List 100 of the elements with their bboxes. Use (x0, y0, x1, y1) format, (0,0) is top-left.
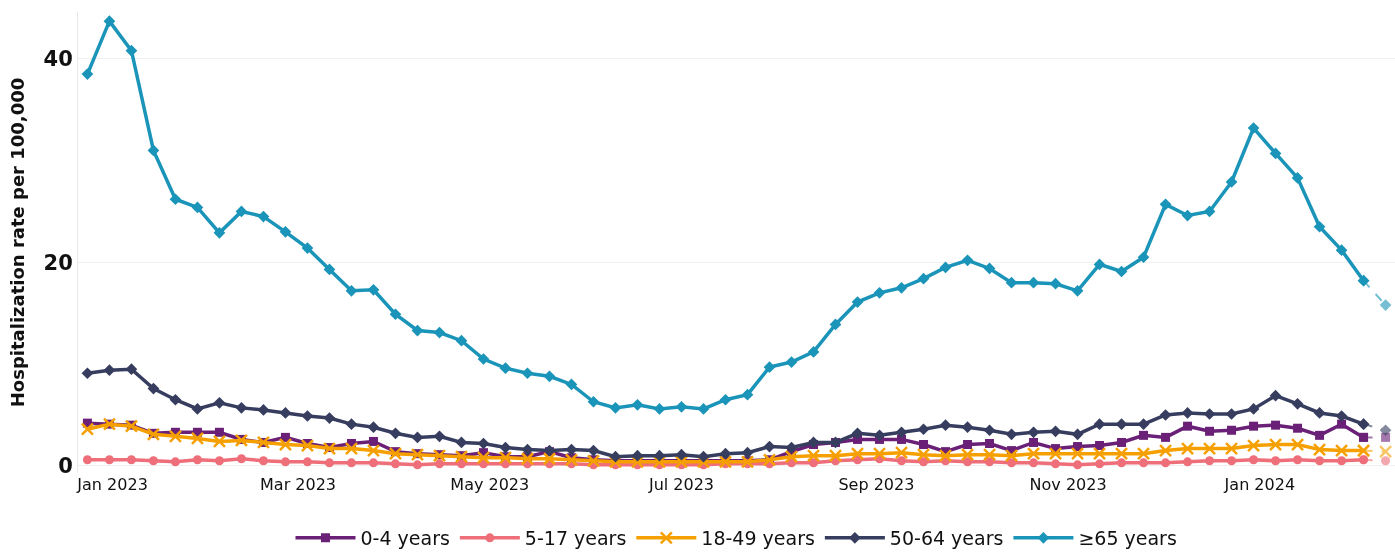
point (741, 446, 754, 459)
point (367, 421, 380, 434)
point (985, 457, 995, 467)
point (1092, 446, 1107, 461)
point (324, 458, 334, 468)
point (1158, 443, 1173, 458)
point (1334, 443, 1349, 458)
point (1335, 244, 1348, 256)
point (1249, 455, 1259, 465)
point (675, 401, 688, 413)
point (829, 318, 842, 331)
point (806, 448, 821, 463)
point (939, 261, 952, 274)
point (917, 423, 930, 436)
point (1271, 420, 1281, 430)
point (785, 356, 798, 368)
point (146, 427, 161, 442)
point (675, 448, 688, 461)
point (828, 448, 843, 463)
point (389, 427, 402, 440)
point (1137, 251, 1150, 264)
point (191, 201, 204, 214)
point (1312, 442, 1327, 457)
point (1159, 409, 1172, 421)
point (809, 458, 819, 468)
point (543, 370, 556, 383)
point (257, 404, 270, 416)
point (1114, 446, 1129, 461)
point (961, 421, 974, 434)
point (1073, 460, 1083, 470)
point (1181, 209, 1194, 222)
point (300, 438, 315, 453)
x-tick-label: Jul 2023 (647, 475, 715, 494)
point (499, 362, 512, 375)
point (1071, 284, 1084, 297)
point (1269, 389, 1282, 402)
point (1271, 456, 1281, 466)
point (213, 396, 226, 409)
point (631, 398, 644, 411)
point (390, 459, 400, 469)
point (147, 144, 160, 157)
point (1048, 446, 1063, 461)
point (169, 193, 182, 206)
point (1004, 448, 1019, 463)
point (873, 287, 886, 299)
point (1117, 458, 1127, 468)
point (1007, 458, 1017, 468)
point (170, 457, 180, 467)
point (455, 334, 468, 347)
legend-label: 5-17 years (524, 527, 627, 550)
point (919, 440, 929, 450)
point (1227, 425, 1237, 435)
point (1337, 419, 1347, 429)
point (1246, 438, 1261, 453)
point (257, 210, 270, 223)
point (919, 457, 929, 467)
point (1227, 456, 1237, 466)
point (851, 296, 864, 308)
point (368, 458, 378, 468)
point (741, 388, 754, 401)
point (961, 254, 974, 267)
point (433, 326, 446, 339)
point (1291, 172, 1304, 184)
point (344, 441, 359, 456)
point (1095, 459, 1105, 469)
point (81, 68, 94, 80)
point (1337, 456, 1347, 466)
point (784, 449, 799, 464)
point (1093, 258, 1106, 271)
point (80, 422, 95, 436)
point (1315, 430, 1325, 440)
point (894, 445, 909, 460)
point (1159, 198, 1172, 211)
point (368, 436, 378, 446)
point (236, 454, 246, 464)
point (1247, 403, 1260, 415)
point (125, 44, 138, 57)
point (434, 459, 444, 469)
x-tick-label: Jan 2023 (76, 475, 148, 494)
point (234, 433, 249, 448)
point (366, 443, 381, 458)
point (1290, 437, 1305, 452)
point (301, 242, 314, 254)
point (1315, 456, 1325, 466)
point (587, 395, 600, 408)
y-axis-title: Hospitalization rate per 100,000 (6, 77, 28, 408)
point (1291, 397, 1304, 410)
point (279, 407, 292, 419)
point (192, 455, 202, 465)
point (1249, 421, 1259, 431)
y-tick-label: 0 (58, 454, 73, 479)
point (1203, 205, 1216, 218)
legend-label: 18-49 years (701, 527, 815, 550)
point (169, 393, 182, 406)
point (1180, 441, 1195, 456)
x-tick-label: Jan 2024 (1223, 475, 1296, 494)
point (388, 446, 403, 461)
point (214, 456, 224, 466)
point (1381, 456, 1391, 466)
point (235, 402, 248, 414)
